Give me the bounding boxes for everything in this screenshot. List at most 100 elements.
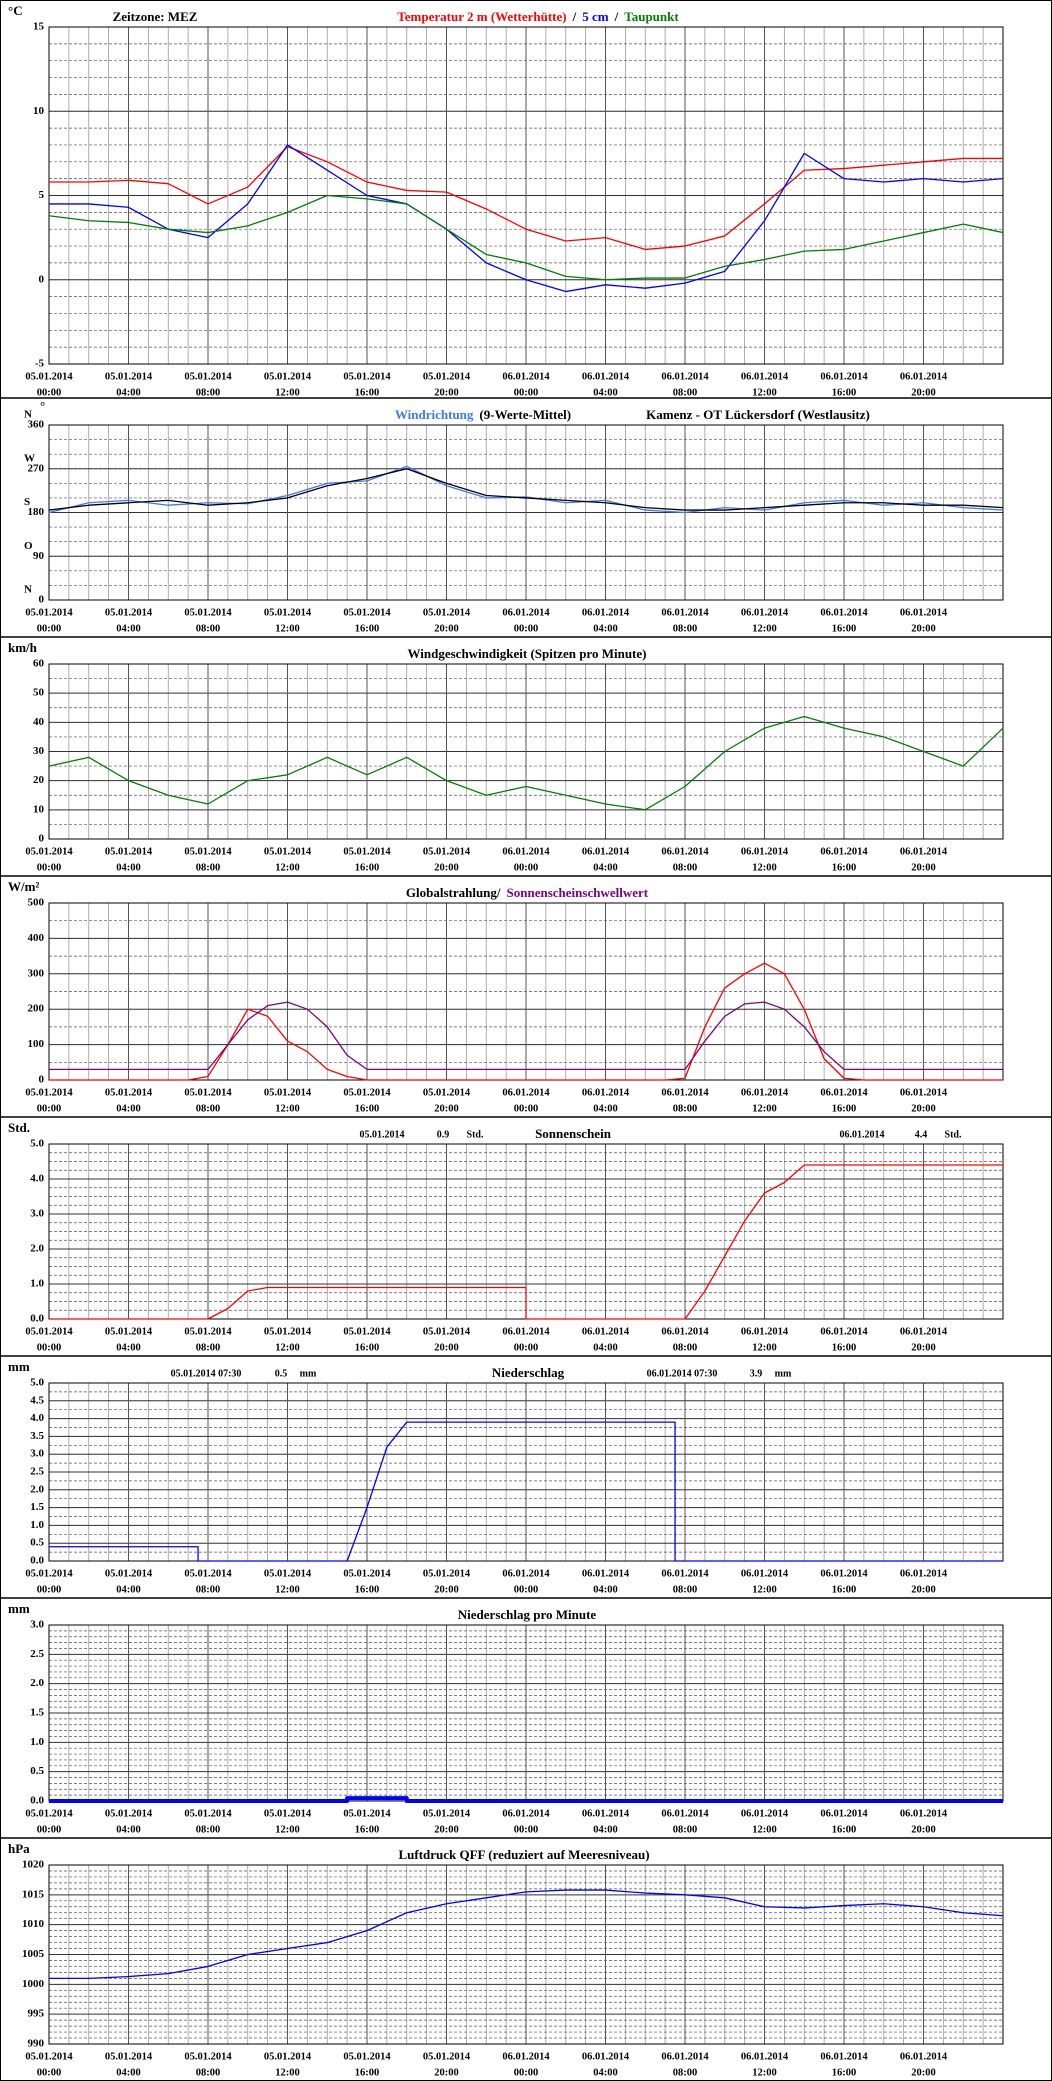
- x-tick-date: 06.01.2014: [820, 1087, 868, 1098]
- x-tick-time: 12:00: [275, 387, 300, 398]
- compass-label: S: [24, 496, 30, 508]
- x-tick-date: 06.01.2014: [661, 846, 709, 857]
- x-tick-date: 05.01.2014: [423, 371, 471, 382]
- x-tick-time: 20:00: [911, 862, 936, 873]
- x-tick-date: 06.01.2014: [502, 1326, 550, 1337]
- y-tick-label: 3.5: [30, 1430, 44, 1442]
- x-tick-date: 05.01.2014: [105, 1326, 153, 1337]
- y-tick-label: 1000: [22, 1978, 45, 1990]
- x-tick-time: 20:00: [434, 387, 459, 398]
- x-tick-time: 20:00: [434, 1103, 459, 1114]
- x-tick-date: 06.01.2014: [900, 846, 948, 857]
- x-tick-date: 06.01.2014: [502, 846, 550, 857]
- series-line: [48, 715, 1004, 811]
- x-tick-time: 08:00: [673, 1584, 698, 1595]
- y-tick-label: 1020: [22, 1859, 45, 1871]
- x-tick-time: 04:00: [593, 2067, 618, 2078]
- x-tick-time: 04:00: [593, 1584, 618, 1595]
- y-tick-label: 90: [33, 550, 45, 562]
- series-line: [49, 1796, 1003, 1803]
- x-tick-date: 05.01.2014: [423, 846, 471, 857]
- y-axis-label: °: [40, 398, 45, 413]
- compass-label: W: [24, 452, 35, 464]
- y-tick-label: 400: [28, 932, 45, 944]
- x-tick-date: 05.01.2014: [264, 607, 312, 618]
- x-tick-time: 04:00: [116, 623, 141, 634]
- x-tick-date: 06.01.2014: [820, 1808, 868, 1819]
- x-tick-date: 05.01.2014: [25, 607, 73, 618]
- x-tick-date: 06.01.2014: [900, 1808, 948, 1819]
- legend-separator: /: [614, 9, 619, 24]
- x-tick-date: 06.01.2014: [741, 1087, 789, 1098]
- plot-border: [48, 26, 1004, 365]
- series-line: [49, 144, 1004, 293]
- x-tick-time: 00:00: [37, 2067, 62, 2078]
- y-tick-label: 0: [39, 1074, 45, 1086]
- x-tick-time: 08:00: [196, 1103, 221, 1114]
- x-tick-time: 00:00: [37, 1824, 62, 1835]
- y-tick-label: 180: [28, 506, 45, 518]
- annotation: 3.9: [750, 1368, 763, 1379]
- x-tick-time: 00:00: [514, 1584, 539, 1595]
- x-tick-date: 05.01.2014: [25, 1087, 73, 1098]
- x-tick-time: 08:00: [673, 862, 698, 873]
- x-tick-time: 12:00: [275, 2067, 300, 2078]
- x-tick-date: 05.01.2014: [25, 2051, 73, 2062]
- chart-header: Niederschlag pro Minute: [458, 1607, 597, 1622]
- x-tick-date: 05.01.2014: [264, 846, 312, 857]
- x-tick-time: 16:00: [355, 1584, 380, 1595]
- x-tick-time: 08:00: [196, 387, 221, 398]
- x-tick-time: 00:00: [37, 387, 62, 398]
- chart-header: Windrichtung (9-Werte-Mittel): [395, 407, 571, 422]
- x-tick-time: 04:00: [593, 1824, 618, 1835]
- x-tick-date: 05.01.2014: [343, 371, 391, 382]
- x-tick-time: 16:00: [832, 387, 857, 398]
- x-tick-date: 05.01.2014: [105, 607, 153, 618]
- x-tick-time: 12:00: [275, 1342, 300, 1353]
- annotation: mm: [775, 1368, 792, 1379]
- x-tick-time: 00:00: [514, 1342, 539, 1353]
- x-tick-time: 04:00: [116, 1103, 141, 1114]
- y-tick-label: 4.0: [30, 1173, 44, 1185]
- x-tick-date: 05.01.2014: [105, 1087, 153, 1098]
- series-line: [49, 1164, 1003, 1320]
- x-tick-time: 12:00: [275, 1103, 300, 1114]
- series-line: [49, 1001, 1003, 1071]
- x-tick-time: 20:00: [434, 1824, 459, 1835]
- x-tick-time: 04:00: [593, 387, 618, 398]
- x-tick-date: 06.01.2014: [661, 1087, 709, 1098]
- y-axis-label: °C: [8, 3, 23, 18]
- x-tick-time: 20:00: [434, 1584, 459, 1595]
- chart-title: Luftdruck QFF (reduziert auf Meeresnivea…: [398, 1847, 649, 1862]
- y-tick-label: 4.0: [30, 1412, 44, 1424]
- y-axis-label: mm: [8, 1359, 30, 1374]
- x-tick-date: 06.01.2014: [502, 371, 550, 382]
- compass-label: N: [24, 409, 32, 421]
- x-tick-time: 16:00: [832, 1824, 857, 1835]
- annotation: Std.: [467, 1129, 484, 1140]
- series-line: [49, 1421, 1003, 1562]
- x-tick-date: 06.01.2014: [582, 1087, 630, 1098]
- x-tick-time: 16:00: [355, 862, 380, 873]
- x-tick-date: 05.01.2014: [423, 2051, 471, 2062]
- x-tick-time: 12:00: [275, 1824, 300, 1835]
- x-tick-time: 08:00: [673, 623, 698, 634]
- x-tick-date: 06.01.2014: [741, 846, 789, 857]
- x-tick-date: 06.01.2014: [582, 607, 630, 618]
- x-tick-date: 06.01.2014: [900, 1087, 948, 1098]
- y-axis-label: mm: [8, 1601, 30, 1616]
- x-tick-date: 05.01.2014: [184, 1568, 232, 1579]
- x-tick-time: 04:00: [116, 1342, 141, 1353]
- y-tick-label: 2.0: [30, 1243, 44, 1255]
- chart-title: Globalstrahlung/: [406, 885, 501, 900]
- x-tick-time: 00:00: [37, 1103, 62, 1114]
- chart-title: Niederschlag pro Minute: [458, 1607, 597, 1622]
- y-tick-label: 1010: [22, 1918, 45, 1930]
- x-tick-date: 06.01.2014: [661, 371, 709, 382]
- y-tick-label: 60: [33, 658, 45, 670]
- x-tick-date: 06.01.2014: [582, 846, 630, 857]
- y-axis-label: km/h: [8, 640, 38, 655]
- y-tick-label: 5: [39, 189, 45, 201]
- x-tick-date: 06.01.2014: [900, 1326, 948, 1337]
- x-tick-time: 20:00: [911, 1824, 936, 1835]
